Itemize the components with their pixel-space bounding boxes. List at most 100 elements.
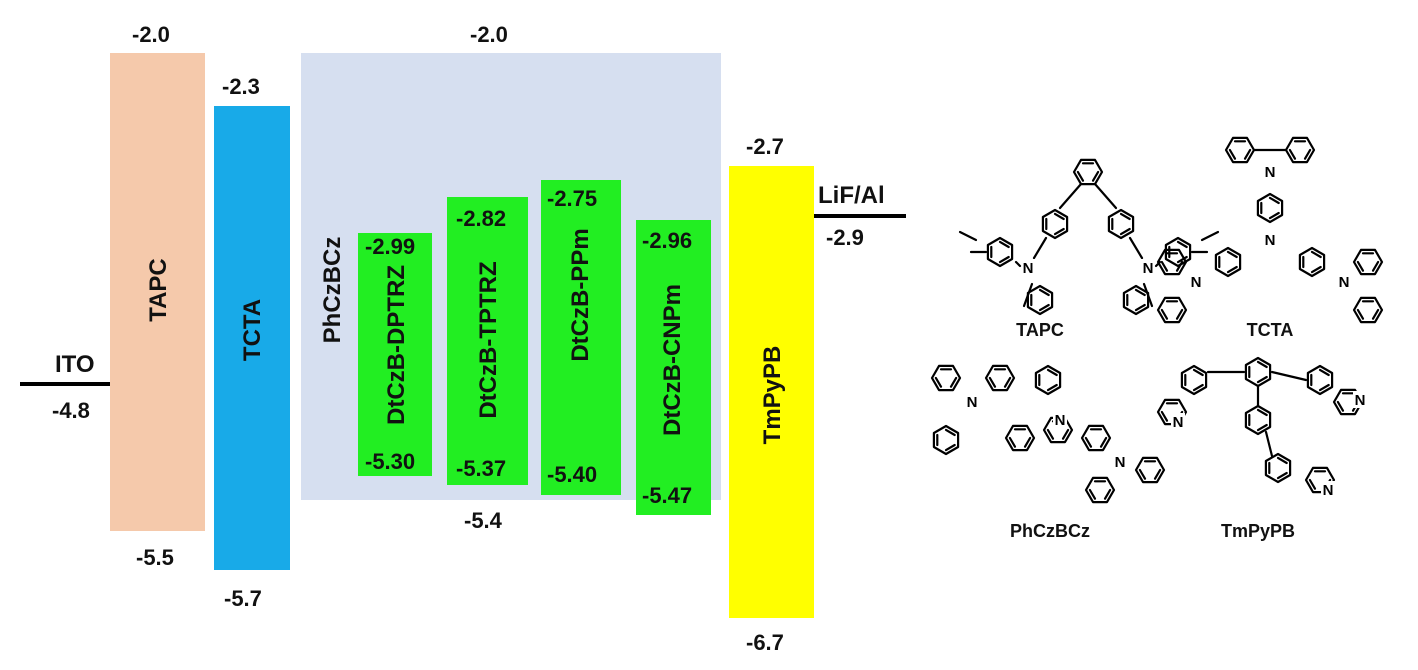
ring-double-bond [1038, 303, 1050, 312]
benzene-ring [1004, 424, 1036, 452]
ring-double-bond [1134, 288, 1146, 297]
benzene-ring [1164, 236, 1192, 268]
nitrogen-atom-label: N [1191, 274, 1202, 291]
benzene-ring [1134, 456, 1166, 484]
ring-double-bond [1192, 368, 1204, 377]
structure-name-tmpypb: TmPyPB [1221, 521, 1295, 541]
nitrogen-atom-label: N [1023, 260, 1034, 277]
ring-double-bond [1228, 148, 1237, 160]
ring-double-bond [1046, 368, 1058, 377]
structure-name-phczbcz: PhCzBCz [1010, 521, 1090, 541]
nitrogen-atom-label: N [1323, 482, 1334, 499]
tapc-lumo: -2.0 [132, 22, 170, 47]
ito-label: ITO [55, 351, 95, 378]
emitter-tptrz-lumo: -2.82 [456, 206, 506, 231]
emitter-cnpm-homo: -5.47 [642, 483, 692, 508]
ring-double-bond [1371, 308, 1380, 320]
ring-double-bond [1023, 436, 1032, 448]
benzene-ring [1156, 248, 1188, 276]
ring-double-bond [1160, 410, 1169, 422]
tcta-homo: -5.7 [224, 586, 262, 611]
bond-line [1093, 182, 1118, 210]
chemical-structures: N N N N N N N N N N N N [930, 136, 1384, 504]
atom-label-background [1021, 259, 1035, 276]
ring-double-bond [1226, 265, 1238, 274]
benzene-ring [932, 424, 960, 456]
ring-double-bond [1318, 368, 1330, 377]
emitter-tptrz-label: DtCzB-TPTRZ [475, 261, 502, 418]
bond-line [1022, 282, 1034, 308]
tcta-bar [214, 106, 290, 570]
nitrogen-atom-label: N [1173, 414, 1184, 431]
atom-label-background [1189, 273, 1203, 290]
benzene-ring [1256, 192, 1284, 224]
tapc-bar [110, 53, 205, 531]
bond-line [958, 230, 978, 242]
benzene-ring [984, 364, 1016, 392]
ring-double-bond [1084, 436, 1093, 448]
benzene-ring [1180, 364, 1208, 396]
emitter-cnpm-label: DtCzB-CNPm [659, 284, 686, 436]
ring-double-bond [1243, 148, 1252, 160]
nitrogen-atom-label: N [967, 394, 978, 411]
ring-double-bond [1153, 468, 1162, 480]
bond-line [1142, 282, 1154, 308]
emitter-dptrz-label: DtCzB-DPTRZ [383, 265, 410, 425]
benzene-ring [1156, 296, 1188, 324]
ring-double-bond [1256, 423, 1268, 432]
tcta-label: TCTA [239, 299, 266, 361]
ring-double-bond [1276, 471, 1288, 480]
host-homo: -5.4 [464, 508, 503, 533]
emitter-ppm-homo: -5.40 [547, 462, 597, 487]
atom-label-background [1337, 273, 1351, 290]
atom-label-background [1353, 391, 1367, 408]
benzene-ring [930, 364, 962, 392]
nitrogen-atom-label: N [1115, 454, 1126, 471]
ring-double-bond [1076, 170, 1085, 182]
ring-double-bond [1356, 308, 1365, 320]
benzene-ring [1298, 246, 1326, 278]
ring-double-bond [1256, 408, 1268, 417]
ring-double-bond [1160, 308, 1169, 320]
ring-double-bond [1099, 436, 1108, 448]
emitter-tptrz-bar [447, 197, 528, 485]
ring-double-bond [1053, 212, 1065, 221]
ring-double-bond [1038, 288, 1050, 297]
benzene-ring [1034, 364, 1062, 396]
emitter-ppm-label: DtCzB-PPm [567, 228, 594, 361]
ring-double-bond [1061, 428, 1070, 440]
tmpypb-bar [729, 166, 814, 618]
ring-double-bond [1268, 196, 1280, 205]
emitter-cnpm-bar [636, 220, 711, 515]
emitter-cnpm-lumo: -2.96 [642, 228, 692, 253]
benzene-ring [1306, 364, 1334, 396]
emitter-dptrz-bar [358, 233, 432, 476]
nitrogen-atom-label: N [1265, 232, 1276, 249]
ring-double-bond [944, 443, 956, 452]
atom-label-background [965, 393, 979, 410]
ring-double-bond [944, 428, 956, 437]
benzene-ring [1080, 424, 1112, 452]
atom-label-background [1263, 163, 1277, 180]
ring-double-bond [1336, 400, 1345, 412]
ring-double-bond [1176, 255, 1188, 264]
ring-double-bond [1256, 375, 1268, 384]
ring-double-bond [1138, 468, 1147, 480]
ring-double-bond [1103, 488, 1112, 500]
ring-double-bond [1226, 250, 1238, 259]
emitter-tptrz-homo: -5.37 [456, 456, 506, 481]
bond-line [1032, 236, 1048, 260]
emitter-dptrz-lumo: -2.99 [365, 234, 415, 259]
host-lumo: -2.0 [470, 22, 508, 47]
ring-double-bond [1371, 260, 1380, 272]
ring-double-bond [1160, 260, 1169, 272]
ring-double-bond [1175, 260, 1184, 272]
ring-double-bond [949, 376, 958, 388]
ring-double-bond [1310, 250, 1322, 259]
benzene-ring [1041, 208, 1069, 240]
atom-label-background [1171, 413, 1185, 430]
ring-double-bond [998, 240, 1010, 249]
structure-name-tcta: TCTA [1247, 320, 1294, 340]
benzene-ring [1107, 208, 1135, 240]
host-label: PhCzBCz [319, 237, 346, 344]
